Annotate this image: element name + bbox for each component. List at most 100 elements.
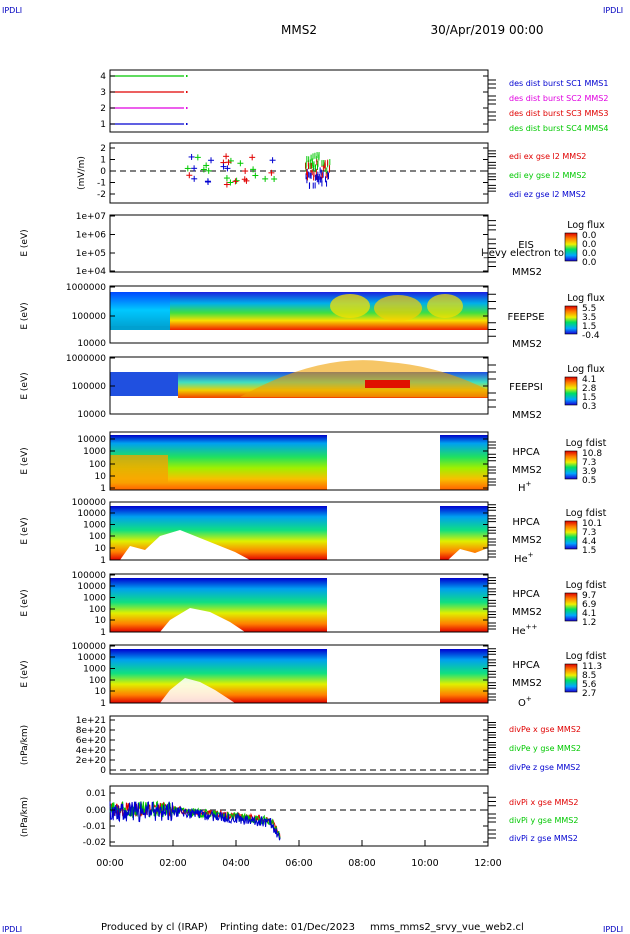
hpca-h-ylabel: E (eV) (20, 447, 30, 474)
eis-overlap-text: l_evy electron to (481, 248, 564, 259)
y-tick-label: 10000 (77, 582, 106, 592)
colorbar-title: Log flux (567, 293, 605, 304)
y-tick-label: 100 (89, 460, 106, 470)
hpca-h-label: HPCA (512, 447, 540, 458)
y-tick-label: 1e+05 (76, 249, 106, 259)
colorbar-tick: 4.1 (582, 609, 596, 619)
divpi-traces (109, 800, 281, 841)
hpca-h-band (110, 455, 168, 483)
hpca-he-species: He+ (514, 551, 534, 565)
edi-legend: edi ex gse l2 MMS2 edi ey gse l2 MMS2 edi … (509, 152, 587, 199)
colorbar-tick: 0.0 (582, 249, 597, 259)
feepse-bump (427, 294, 463, 318)
divpi-series-line (109, 801, 281, 841)
panel-edi: 2 10 -1-2 (mV/m) edi ex gse l2 MMS2 edi ey … (77, 142, 587, 204)
divpi-yticks: 0.01 0.00 -0.01 -0.02 (83, 789, 496, 848)
feepsi-arc (240, 360, 488, 397)
y-tick-label: 10 (95, 472, 107, 482)
y-tick-label: 2e+20 (76, 756, 107, 766)
edi-yticks: 2 10 -1-2 (97, 144, 496, 200)
legend-entry: des dist burst SC3 MMS3 (509, 109, 608, 118)
colorbar-tick: 5.6 (582, 680, 597, 690)
legend-entry: divPe y gse MMS2 (509, 744, 581, 753)
y-tick-label: 2 (100, 104, 106, 114)
y-tick-label: 100000 (72, 498, 107, 508)
colorbar-tick: 2.7 (582, 689, 596, 699)
colorbar-tick: 9.7 (582, 591, 596, 601)
hpca-he-label: HPCA (512, 517, 540, 528)
feepse-ylabel: E (eV) (20, 302, 30, 329)
footer-printing-date: Printing date: 01/Dec/2023 (220, 922, 355, 933)
panel-frame (109, 715, 489, 775)
colorbar-tick: 4.1 (582, 375, 596, 385)
colorbar-ramp (564, 663, 578, 693)
legend-entry: des dist burst SC2 MMS2 (509, 94, 608, 103)
burst-series-dot (186, 107, 188, 109)
y-tick-label: 10 (95, 616, 107, 626)
y-tick-label: 10000 (77, 509, 106, 519)
y-tick-label: 1000 (83, 521, 106, 531)
colorbar-ramp (564, 592, 578, 622)
x-tick-label: 12:00 (474, 858, 501, 869)
colorbar-tick: 1.5 (582, 546, 596, 556)
colorbar-tick: 5.5 (582, 304, 596, 314)
x-tick-label: 00:00 (96, 858, 123, 869)
y-tick-label: 1e+07 (76, 212, 106, 222)
legend-entry: divPi y gse MMS2 (509, 816, 578, 825)
hpca-he-sc-label: MMS2 (512, 535, 542, 546)
y-tick-label: 100000 (72, 571, 107, 581)
y-tick-label: 1e+04 (76, 267, 107, 277)
burst-series-dot (186, 75, 188, 77)
hpca-o-cavity (160, 678, 235, 703)
y-tick-label: 100 (89, 532, 106, 542)
legend-entry: edi ey gse l2 MMS2 (509, 171, 587, 180)
y-tick-label: 100000 (72, 642, 107, 652)
y-tick-label: 3 (100, 88, 106, 98)
colorbar-title: Log fdist (566, 438, 607, 449)
burst-series-dot (186, 91, 188, 93)
divpe-ylabel: (nPa/km) (20, 725, 30, 765)
legend-entry: divPe z gse MMS2 (509, 763, 580, 772)
y-tick-label: 6e+20 (76, 736, 107, 746)
hpca-h-yticks: 10000 1000 100 10 1 (77, 435, 496, 494)
panel-feepsi: 1000000 100000 10000 E (eV) FEEPSI MMS2 Lo… (20, 354, 605, 421)
hpca-h-species: H+ (518, 480, 532, 494)
y-tick-label: 0 (100, 167, 106, 177)
y-tick-label: 10 (95, 687, 107, 697)
y-tick-label: 0.00 (86, 806, 106, 816)
y-tick-label: 1e+06 (76, 231, 107, 241)
colorbar-ramp (564, 232, 578, 262)
x-tick-label: 04:00 (222, 858, 249, 869)
colorbar-tick: 1.5 (582, 393, 596, 403)
hpca-o-ylabel: E (eV) (20, 660, 30, 687)
hpca-he2-species: He++ (512, 623, 538, 637)
hpca-o-heat-b (440, 649, 488, 703)
colorbar-ramp (564, 450, 578, 480)
footer-produced-by: Produced by cl (IRAP) (101, 922, 208, 933)
y-tick-label: -0.02 (83, 838, 106, 848)
x-tick-label: 06:00 (285, 858, 312, 869)
colorbar-tick: 3.9 (582, 467, 597, 477)
colorbar-tick: 10.8 (582, 449, 602, 459)
spacecraft-title: MMS2 (281, 23, 317, 37)
y-tick-label: 1000000 (66, 283, 106, 293)
y-tick-label: 0.01 (86, 789, 106, 799)
footer-script: mms_mms2_srvy_vue_web2.cl (370, 922, 524, 933)
colorbar-tick: 0.3 (582, 402, 596, 412)
corner-label-bl: IPDLI (2, 925, 22, 934)
legend-entry: edi ez gse l2 MMS2 (509, 190, 586, 199)
colorbar-tick: 1.2 (582, 618, 596, 628)
burst-yticks: 4 3 2 1 (100, 72, 496, 130)
colorbar-tick: 0.0 (582, 258, 597, 268)
y-tick-label: 1000 (83, 594, 106, 604)
y-tick-label: 1 (100, 484, 106, 494)
corner-label-tr: IPDLI (603, 6, 623, 15)
